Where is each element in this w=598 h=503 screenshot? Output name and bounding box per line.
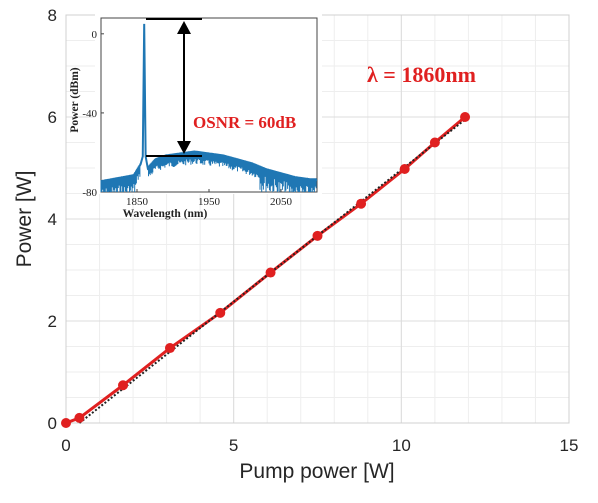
spectrum-noise [100,150,317,192]
y-axis-label: Power [W] [13,171,36,268]
inset-x-axis-label: Wavelength (nm) [123,208,208,220]
osnr-label: OSNR = 60dB [193,113,296,132]
data-point [164,343,175,354]
y-tick-label: 4 [48,210,57,229]
data-point [356,198,367,209]
x-axis-label: Pump power [W] [239,460,394,483]
inset-x-tick-label: 1950 [198,196,221,208]
inset-y-tick-label: -40 [82,108,97,120]
x-tick-label: 0 [61,436,70,455]
inset-x-tick-label: 2050 [270,196,293,208]
osnr-arrow-head-up [177,21,191,34]
data-point [74,412,85,423]
data-point [399,164,410,175]
data-point [265,267,276,278]
y-tick-label: 6 [48,108,57,127]
x-tick-label: 15 [560,436,579,455]
inset-y-tick-label: 0 [92,29,98,41]
y-tick-label: 2 [48,312,57,331]
inset-x-tick-label: 1850 [126,196,149,208]
data-point [429,137,440,148]
osnr-arrow-head-down [177,141,191,154]
data-point [312,230,323,241]
data-point [61,418,71,428]
y-tick-label: 8 [48,6,57,25]
inset-background [95,14,322,194]
data-point [215,307,226,318]
x-tick-label: 10 [392,436,411,455]
y-tick-label: 0 [48,414,57,433]
main-tick-labels: 0 5 10 15 0 2 4 6 8 [48,6,579,455]
main-series-group [61,112,471,428]
inset-y-tick-label: -80 [82,187,97,199]
inset-y-axis-label: Power (dBm) [69,67,81,132]
inset-tick-labels: 1850 1950 2050 0 -40 -80 [82,29,292,208]
inset-chart: 1850 1950 2050 0 -40 -80 Wavelength (nm) Powe… [69,14,322,220]
data-point [460,112,471,122]
wavelength-annotation: λ = 1860nm [367,62,476,87]
x-tick-label: 5 [229,436,238,455]
data-point [118,380,129,391]
